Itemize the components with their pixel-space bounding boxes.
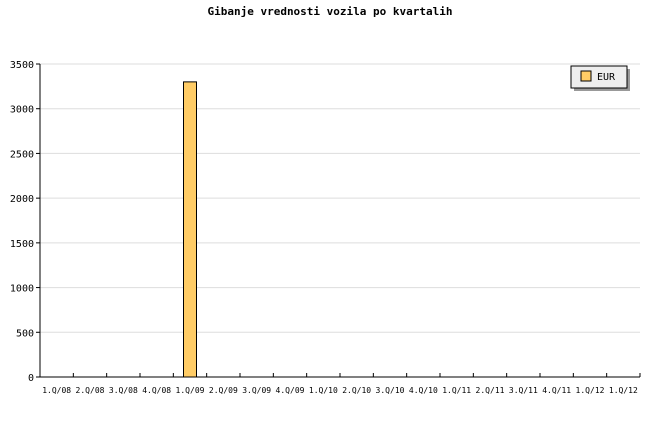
legend-swatch <box>580 70 592 82</box>
chart-title: Gibanje vrednosti vozila po kvartalih <box>207 5 452 18</box>
y-tick-label: 2500 <box>10 149 34 160</box>
x-tick-label: 4.Q/08 <box>142 386 171 395</box>
x-tick-label: 1.Q/12 <box>609 386 638 395</box>
x-tick-label: 1.Q/08 <box>42 386 71 395</box>
y-tick-label: 3000 <box>10 105 34 116</box>
x-tick-label: 1.Q/10 <box>309 386 338 395</box>
x-tick-label: 1.Q/12 <box>576 386 605 395</box>
legend: EUR <box>570 65 630 91</box>
y-tick-label: 1500 <box>10 239 34 250</box>
x-tick-label: 2.Q/09 <box>209 386 238 395</box>
x-tick-label: 2.Q/08 <box>76 386 105 395</box>
y-tick-label: 1000 <box>10 284 34 295</box>
x-tick-label: 4.Q/11 <box>542 386 571 395</box>
x-tick-label: 3.Q/11 <box>509 386 538 395</box>
y-tick-label: 500 <box>16 328 34 339</box>
x-tick-label: 3.Q/08 <box>109 386 138 395</box>
x-tick-label: 2.Q/10 <box>342 386 371 395</box>
x-tick-label: 4.Q/09 <box>276 386 305 395</box>
x-tick-label: 3.Q/10 <box>376 386 405 395</box>
y-tick-label: 3500 <box>10 60 34 71</box>
y-tick-label: 0 <box>28 373 34 384</box>
legend-label: EUR <box>597 72 616 83</box>
x-tick-label: 3.Q/09 <box>242 386 271 395</box>
x-tick-label: 2.Q/11 <box>476 386 505 395</box>
x-tick-label: 1.Q/09 <box>176 386 205 395</box>
y-tick-label: 2000 <box>10 194 34 205</box>
x-tick-label: 4.Q/10 <box>409 386 438 395</box>
bar <box>183 81 197 378</box>
x-tick-label: 1.Q/11 <box>442 386 471 395</box>
